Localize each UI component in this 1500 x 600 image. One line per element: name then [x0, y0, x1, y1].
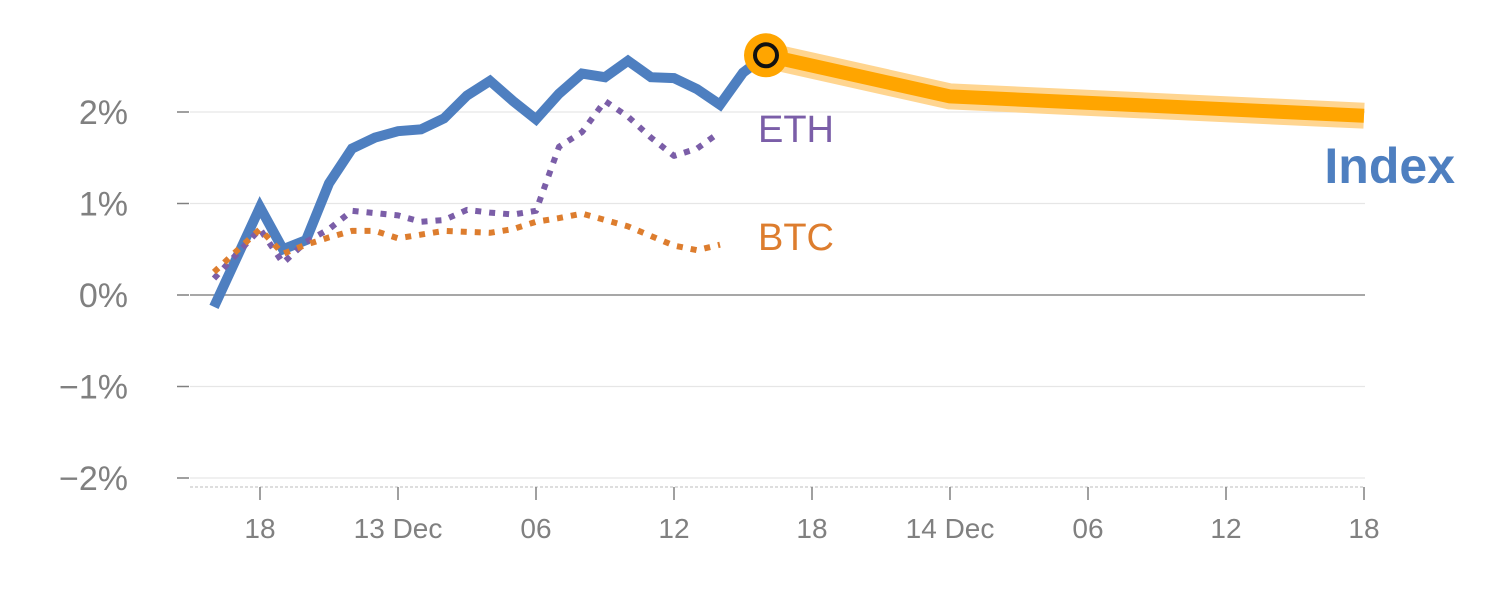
y-tick-label: 0% — [79, 277, 128, 315]
y-tick-label: 1% — [79, 186, 128, 224]
x-tick-label: 06 — [1072, 513, 1103, 544]
x-tick-label: 06 — [520, 513, 551, 544]
eth-line — [211, 98, 722, 281]
btc-label: BTC — [758, 217, 834, 259]
y-tick-label: 2% — [79, 94, 128, 132]
series-labels: ETH BTC Index — [758, 109, 1455, 259]
btc-line — [211, 210, 721, 275]
eth-label: ETH — [758, 109, 834, 151]
series-lines — [209, 42, 1365, 309]
y-tick-label: −2% — [59, 460, 128, 498]
axes: 2% 1% 0% −1% −2% 18 13 Dec 06 12 18 14 Dec 06 12 18 — [59, 94, 1380, 544]
index-label: Index — [1324, 138, 1455, 194]
y-tick-label: −1% — [59, 369, 128, 407]
x-tick-label: 12 — [1210, 513, 1241, 544]
x-tick-label: 14 Dec — [906, 513, 995, 544]
marker-point — [753, 42, 779, 69]
x-tick-label: 18 — [796, 513, 827, 544]
current-value-marker — [744, 33, 788, 78]
forecast-line — [764, 48, 1365, 123]
x-tick-label: 13 Dec — [354, 513, 443, 544]
x-tick-label: 18 — [1348, 513, 1379, 544]
x-tick-label: 12 — [658, 513, 689, 544]
index-line — [209, 51, 770, 309]
grid-lines — [190, 111, 1365, 479]
x-tick-label: 18 — [244, 513, 275, 544]
